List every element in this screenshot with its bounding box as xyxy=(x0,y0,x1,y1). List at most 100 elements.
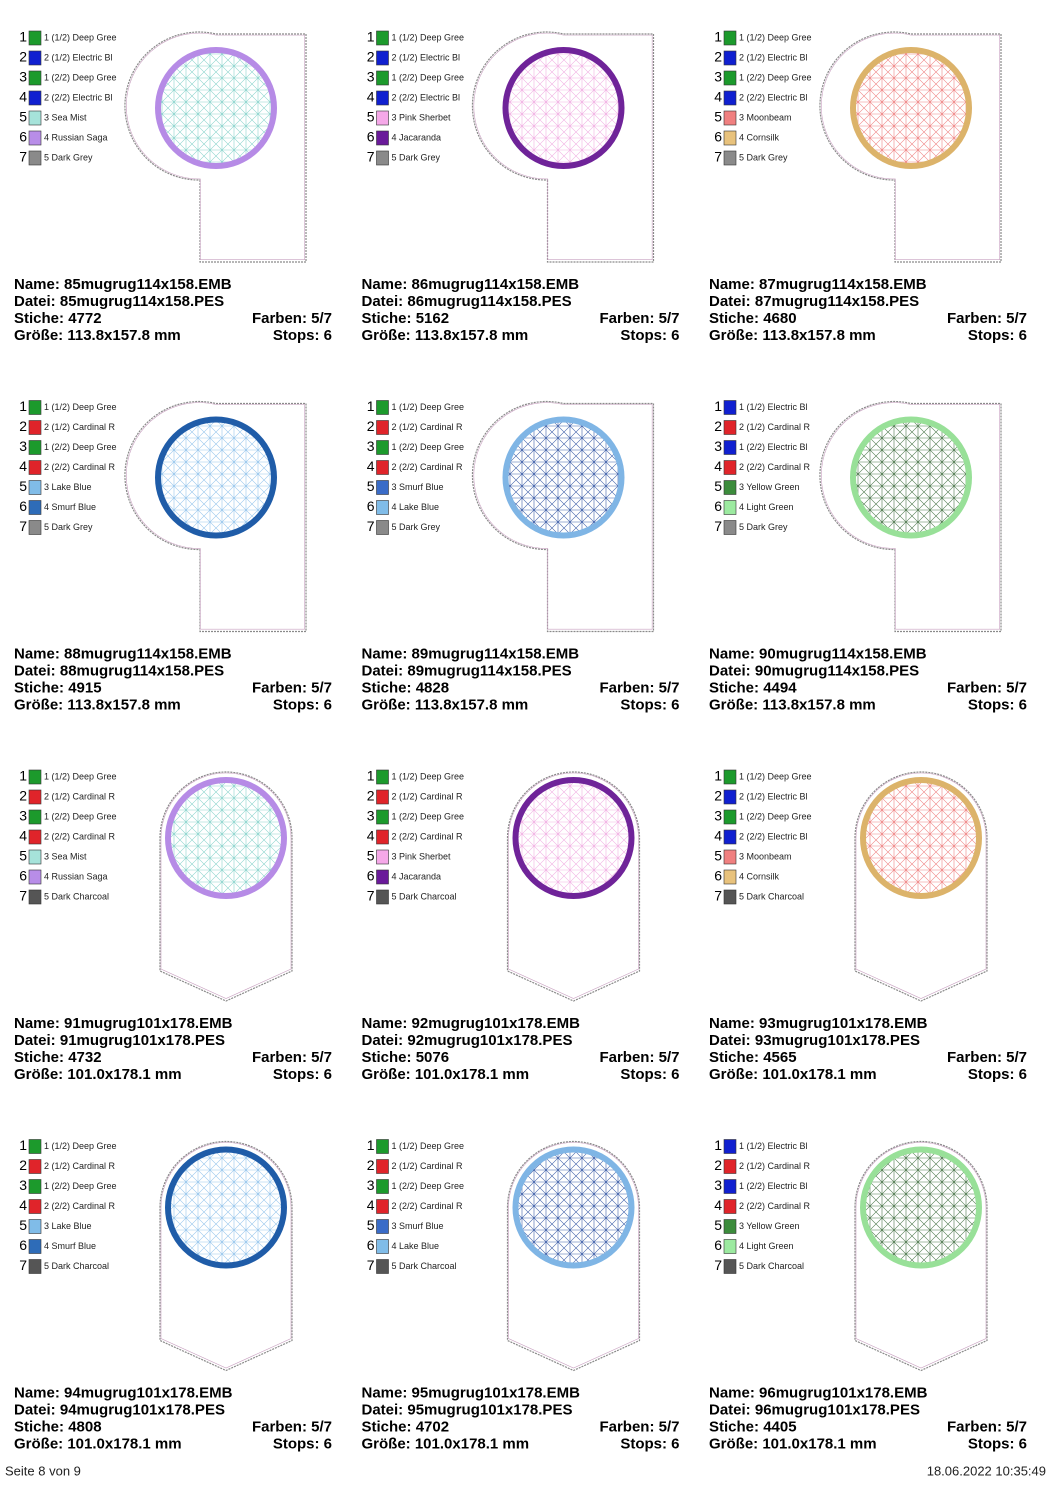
thread-swatch xyxy=(376,809,389,825)
info-stitches: Stiche: 5162 xyxy=(362,310,450,327)
info-size: Größe: 113.8x157.8 mm xyxy=(362,327,529,344)
field-value: 5/7 xyxy=(659,1418,680,1435)
thread-swatch xyxy=(723,1239,737,1254)
field-value: 5/7 xyxy=(1006,679,1027,696)
design-outline-inner xyxy=(473,402,653,630)
thread-number: 2 xyxy=(714,49,722,65)
thread-number: 2 xyxy=(367,418,375,434)
design-card: 1 1 (1/2) Deep Gree 2 2 (1/2) Cardinal R 3 1 … xyxy=(14,1137,332,1452)
thread-number: 1 xyxy=(367,1137,375,1153)
thread-swatch xyxy=(376,130,389,146)
info-stitches: Stiche: 4565 xyxy=(709,1049,797,1066)
thread-label: 5 Dark Charcoal xyxy=(392,891,457,901)
thread-swatch xyxy=(28,1139,42,1154)
info-file: Datei: 92mugrug101x178.PES xyxy=(362,1032,573,1049)
design-outline-inner xyxy=(126,32,305,260)
thread-label: 1 (1/2) Deep Gree xyxy=(392,402,465,412)
thread-number: 3 xyxy=(19,69,27,85)
field-label: Größe: xyxy=(14,696,63,713)
field-label: Datei: xyxy=(14,1401,56,1418)
thread-number: 5 xyxy=(714,109,722,125)
info-name: Name: 89mugrug114x158.EMB xyxy=(362,645,580,662)
field-value: 4702 xyxy=(416,1418,449,1435)
thread-label: 2 (1/2) Cardinal R xyxy=(44,422,116,432)
field-label: Datei: xyxy=(362,1032,404,1049)
thread-swatch xyxy=(723,1159,737,1174)
design-card: 1 1 (1/2) Deep Gree 2 2 (1/2) Electric Bl 3 1… xyxy=(709,29,1027,344)
thread-number: 5 xyxy=(19,1217,27,1233)
thread-swatch xyxy=(376,869,389,885)
thread-swatch xyxy=(723,460,737,475)
thread-label: 2 (2/2) Electric Bl xyxy=(739,831,808,841)
field-value: 6 xyxy=(324,1066,332,1083)
field-value: 113.8x157.8 mm xyxy=(762,327,875,344)
thread-label: 1 (1/2) Deep Gree xyxy=(392,1141,465,1151)
thread-label: 2 (1/2) Electric Bl xyxy=(392,52,461,62)
thread-swatch xyxy=(723,480,737,495)
thread-label: 5 Dark Charcoal xyxy=(44,891,109,901)
thread-label: 1 (2/2) Deep Gree xyxy=(44,1181,117,1191)
thread-number: 2 xyxy=(19,1157,27,1173)
thread-number: 2 xyxy=(714,1157,722,1173)
thread-label: 2 (2/2) Electric Bl xyxy=(392,92,461,102)
info-size: Größe: 113.8x157.8 mm xyxy=(709,327,876,344)
field-value: 5/7 xyxy=(659,310,680,327)
field-label: Datei: xyxy=(14,293,56,310)
thread-label: 2 (2/2) Cardinal R xyxy=(392,1201,464,1211)
thread-number: 4 xyxy=(19,89,27,105)
info-stitches: Stiche: 4828 xyxy=(362,679,450,696)
thread-label: 2 (1/2) Cardinal R xyxy=(392,422,464,432)
design-ring xyxy=(502,47,625,169)
design-card: 1 1 (1/2) Electric Bl 2 2 (1/2) Cardinal R 3… xyxy=(709,398,1027,713)
thread-swatch xyxy=(376,1239,389,1254)
info-name: Name: 90mugrug114x158.EMB xyxy=(709,645,927,662)
thread-number: 6 xyxy=(714,498,722,514)
field-value: 88mugrug114x158.EMB xyxy=(64,645,232,662)
field-value: 86mugrug114x158.EMB xyxy=(412,276,580,293)
thread-label: 1 (2/2) Deep Gree xyxy=(392,811,465,821)
thread-label: 4 Smurf Blue xyxy=(44,1241,96,1251)
thread-number: 6 xyxy=(19,1237,27,1253)
thread-number: 3 xyxy=(714,438,722,454)
thread-swatch xyxy=(376,789,389,805)
field-label: Größe: xyxy=(362,1066,411,1083)
thread-number: 5 xyxy=(714,478,722,494)
field-value: 113.8x157.8 mm xyxy=(67,327,180,344)
field-value: 92mugrug101x178.EMB xyxy=(412,1015,581,1032)
field-label: Stops: xyxy=(273,696,320,713)
thread-number: 1 xyxy=(367,768,375,784)
field-value: 5076 xyxy=(416,1049,449,1066)
field-value: 93mugrug101x178.EMB xyxy=(759,1015,928,1032)
thread-swatch xyxy=(28,1199,42,1214)
field-label: Stiche: xyxy=(709,1418,759,1435)
design-fill xyxy=(505,419,622,536)
page-number: Seite 8 von 9 xyxy=(5,1463,81,1478)
thread-label: 4 Cornsilk xyxy=(739,871,780,881)
thread-swatch xyxy=(723,110,737,126)
design-ring xyxy=(155,47,277,169)
thread-label: 5 Dark Grey xyxy=(392,152,441,162)
thread-label: 2 (2/2) Electric Bl xyxy=(739,92,808,102)
field-label: Stiche: xyxy=(14,310,64,327)
thread-swatch xyxy=(723,1219,737,1234)
thread-swatch xyxy=(723,420,737,435)
field-value: 5/7 xyxy=(1006,310,1027,327)
thread-swatch xyxy=(376,889,389,905)
info-size: Größe: 101.0x178.1 mm xyxy=(709,1435,877,1452)
thread-label: 5 Dark Grey xyxy=(44,522,93,532)
thread-number: 1 xyxy=(367,398,375,414)
info-name: Name: 85mugrug114x158.EMB xyxy=(14,276,232,293)
design-ring xyxy=(165,777,287,899)
field-value: 92mugrug101x178.PES xyxy=(407,1032,572,1049)
thread-swatch xyxy=(376,460,389,475)
field-label: Name: xyxy=(362,645,408,662)
field-label: Größe: xyxy=(709,1066,758,1083)
thread-label: 1 (1/2) Electric Bl xyxy=(739,402,808,412)
design-fill xyxy=(168,780,284,896)
field-label: Farben: xyxy=(947,679,1002,696)
field-label: Stiche: xyxy=(362,1418,412,1435)
thread-swatch xyxy=(723,809,737,825)
design-ring xyxy=(165,1146,287,1269)
thread-number: 6 xyxy=(19,498,27,514)
field-label: Farben: xyxy=(947,310,1002,327)
